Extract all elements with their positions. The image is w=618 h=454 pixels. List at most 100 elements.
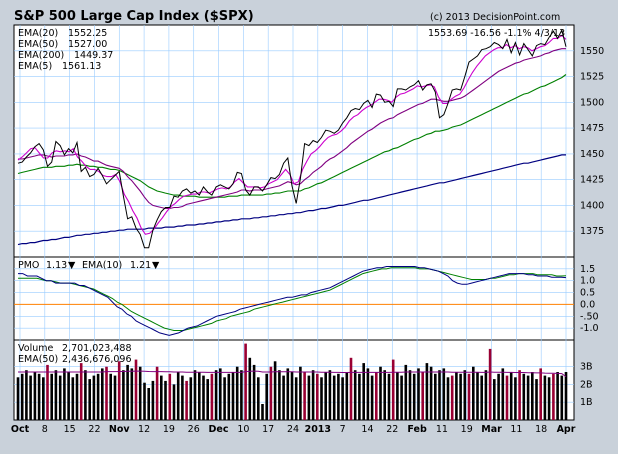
volume-bar <box>438 370 441 420</box>
volume-bar <box>543 375 547 420</box>
price-y-tick-label: 1375 <box>580 226 604 237</box>
vol-y-tick-label: 2B <box>580 379 593 390</box>
volume-bar <box>67 372 70 420</box>
volume-bar <box>425 363 429 420</box>
pmo-y-tick-label: 1.0 <box>580 276 595 287</box>
volume-bar <box>160 375 163 420</box>
volume-bar <box>164 380 167 420</box>
pmo-legend: PMO 1.13 ▼ EMA(10) 1.21 ▼ <box>18 260 160 271</box>
ema200-line <box>17 154 566 246</box>
volume-bar <box>143 382 146 420</box>
copyright-text: (c) 2013 DecisionPoint.com <box>430 12 560 23</box>
volume-bar <box>71 377 75 420</box>
price-legend: EMA(20) 1552.25 EMA(50) 1527.00 EMA(200)… <box>18 28 113 72</box>
x-tick-label: 12 <box>138 424 150 435</box>
volume-bar <box>412 373 416 420</box>
legend-volume-label: Volume <box>18 343 53 354</box>
volume-bar <box>522 373 526 420</box>
volume-bar <box>316 373 319 420</box>
price-panel <box>13 24 575 258</box>
x-tick-label: 11 <box>510 424 522 435</box>
volume-bar <box>307 375 311 420</box>
volume-bar <box>341 377 344 420</box>
volume-bar <box>244 343 247 420</box>
volume-bar <box>117 361 121 420</box>
volume-bar <box>552 373 555 420</box>
volume-bar <box>505 375 509 420</box>
volume-bar <box>278 370 281 420</box>
volume-bar <box>248 357 252 420</box>
x-tick-label: Dec <box>209 424 229 435</box>
legend-ema200-label: EMA(200) <box>18 50 64 61</box>
volume-bar <box>379 366 382 420</box>
x-tick-label: Feb <box>407 424 427 435</box>
volume-bar <box>535 379 538 420</box>
volume-bar <box>311 370 315 420</box>
legend-ema50-label: EMA(50) <box>18 39 58 50</box>
volume-bar <box>366 368 370 420</box>
volume-bar <box>75 373 79 420</box>
legend-pmo-label: PMO <box>18 260 39 271</box>
volume-bar <box>442 368 446 420</box>
volume-bar <box>497 373 500 420</box>
volume-bar <box>446 377 450 420</box>
volume-bar <box>20 373 24 420</box>
volume-bar <box>467 373 471 420</box>
legend-pmo-ema-label: EMA(10) <box>82 260 122 271</box>
volume-bar <box>50 373 53 420</box>
volume-bar <box>113 375 117 420</box>
volume-bar <box>214 370 218 420</box>
price-y-tick-label: 1450 <box>580 149 604 160</box>
legend-ema20-value: 1552.25 <box>68 28 107 39</box>
volume-bar <box>29 375 32 420</box>
volume-bar <box>404 364 408 420</box>
volume-bar <box>92 375 96 420</box>
volume-bar <box>219 368 222 420</box>
x-tick-label: 15 <box>64 424 76 435</box>
volume-bar <box>193 370 197 420</box>
chart-title: S&P 500 Large Cap Index ($SPX) <box>14 9 254 24</box>
volume-bar <box>96 373 100 420</box>
volume-bar <box>185 380 188 420</box>
volume-bar <box>105 366 108 420</box>
volume-bar <box>294 377 298 420</box>
volume-bar <box>257 377 260 420</box>
volume-bar <box>147 388 150 420</box>
legend-ema20-label: EMA(20) <box>18 28 58 39</box>
volume-bar <box>189 377 193 420</box>
vol-y-tick-label: 1B <box>580 397 593 408</box>
volume-bar <box>202 375 205 420</box>
volume-bar <box>417 368 420 420</box>
price-y-tick-label: 1475 <box>580 123 604 134</box>
legend-pmo-value: 1.13 <box>46 260 67 271</box>
volume-bar <box>265 373 268 420</box>
x-tick-label: 10 <box>237 424 249 435</box>
volume-bar <box>450 375 454 420</box>
volume-bar <box>493 379 496 420</box>
volume-bar <box>400 375 403 420</box>
volume-bar <box>518 370 521 420</box>
volume-bar <box>299 366 302 420</box>
volume-bar <box>476 372 479 420</box>
legend-vol-ema-label: EMA(50) <box>18 354 58 365</box>
pmo-panel <box>13 256 575 341</box>
volume-bar <box>88 379 91 420</box>
volume-bar <box>345 372 349 420</box>
volume-bar <box>235 366 239 420</box>
volume-bar <box>155 366 159 420</box>
volume-bar <box>231 372 235 420</box>
x-tick-label: 24 <box>287 424 299 435</box>
volume-bar <box>63 368 66 420</box>
volume-bar <box>58 375 62 420</box>
volume-bar <box>46 364 49 420</box>
volume-bar <box>539 368 542 420</box>
volume-bar <box>383 370 386 420</box>
legend-vol-ema-value: 2,436,676,096 <box>62 354 132 365</box>
pmo-y-tick-label: 0.5 <box>580 288 595 299</box>
volume-bar <box>455 372 458 420</box>
volume-bar <box>303 372 306 420</box>
grid-lines <box>14 25 574 420</box>
price-y-tick-label: 1525 <box>580 72 604 83</box>
last-price-readout: 1553.69 -16.56 -1.1% 4/3/13 <box>428 28 565 39</box>
